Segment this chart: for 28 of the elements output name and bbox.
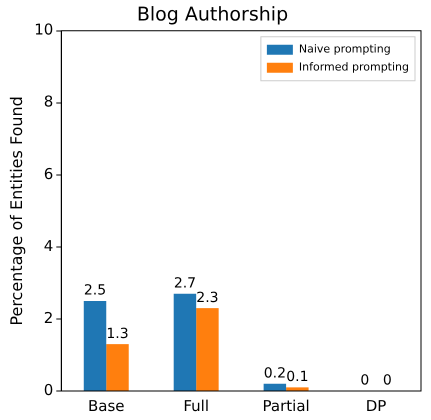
data-label: 0.2 [264,365,286,382]
y-tick-label: 2 [44,308,54,327]
x-tick-label: Partial [262,396,310,415]
data-label: 2.7 [174,275,196,292]
data-label: 1.3 [106,326,129,342]
legend-label: Naive prompting [298,42,391,56]
chart-title: Blog Authorship [136,3,288,26]
bar [174,294,196,390]
x-tick-label: Base [88,396,125,415]
data-label: 0 [382,372,392,389]
data-label: 0 [360,372,370,389]
y-tick-label: 10 [34,20,54,39]
y-tick-label: 4 [44,236,54,255]
y-axis-title: Percentage of Entities Found [6,96,26,326]
legend-label: Informed prompting [298,60,409,74]
bar [264,384,286,390]
x-tick-label: Full [183,396,210,415]
bar [106,344,129,390]
bar [196,308,219,390]
x-tick-label: DP [366,396,386,415]
data-label: 0.1 [286,369,308,386]
y-tick-label: 6 [44,164,54,183]
data-label: 2.3 [196,290,219,306]
y-tick-label: 8 [44,92,54,111]
data-label: 2.5 [84,282,106,299]
bar [286,387,309,390]
bar [84,300,106,390]
y-tick-label: 0 [44,380,54,399]
